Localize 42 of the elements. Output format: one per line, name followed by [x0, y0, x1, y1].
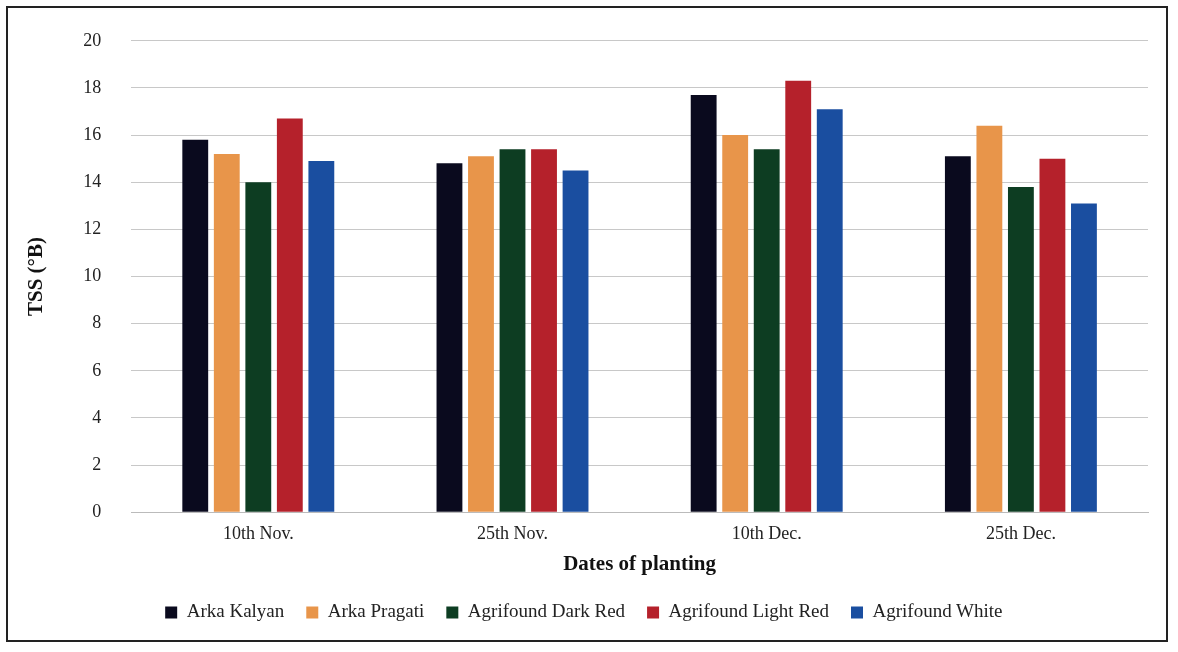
y-tick-label: 0: [92, 500, 102, 521]
x-tick-label: 25th Nov.: [477, 522, 548, 543]
legend-label: Arka Pragati: [327, 600, 425, 622]
y-tick-label: 16: [83, 123, 102, 144]
x-tick-label: 25th Dec.: [985, 522, 1056, 543]
bar: [562, 170, 589, 512]
bar: [753, 149, 780, 512]
bar: [690, 95, 717, 512]
bar: [308, 161, 335, 512]
legend-label: Agrifound White: [872, 600, 1003, 622]
y-tick-label: 14: [83, 170, 102, 191]
bar: [436, 163, 463, 512]
bar: [531, 149, 557, 512]
bar: [1007, 186, 1034, 512]
y-tick-label: 2: [92, 453, 102, 474]
bar: [182, 139, 209, 512]
y-tick-label: 8: [92, 312, 102, 333]
y-tick-label: 6: [92, 359, 102, 380]
bar: [722, 135, 749, 512]
bar: [245, 182, 272, 512]
legend-label: Agrifound Dark Red: [467, 600, 626, 622]
bar: [1071, 203, 1097, 512]
y-axis-title: TSS (°B): [23, 236, 48, 317]
y-tick-label: 4: [92, 406, 102, 427]
y-tick-label: 20: [83, 29, 102, 50]
x-tick-label: 10th Dec.: [731, 522, 802, 543]
bar: [976, 125, 1003, 512]
y-tick-label: 12: [83, 218, 102, 239]
x-tick-label: 10th Nov.: [222, 522, 294, 543]
y-tick-label: 18: [83, 76, 102, 97]
bar: [276, 118, 303, 512]
bar: [785, 80, 812, 512]
bar: [499, 149, 526, 512]
bar: [944, 156, 971, 512]
bar: [468, 156, 494, 512]
y-tick-label: 10: [83, 265, 102, 286]
bar: [816, 109, 843, 512]
legend-label: Arka Kalyan: [186, 600, 285, 622]
legend-label: Agrifound Light Red: [668, 600, 830, 622]
x-axis-title: Dates of planting: [563, 550, 717, 575]
bar: [1039, 158, 1066, 512]
bar: [213, 153, 240, 512]
